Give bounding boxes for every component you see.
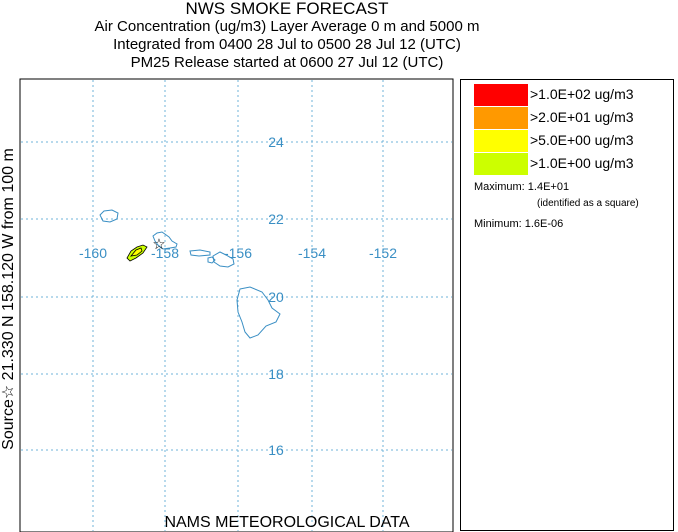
longitude-label: -158 [151,245,179,261]
legend-entry: >5.0E+00 ug/m3 [474,130,674,152]
legend-entry: >1.0E+02 ug/m3 [474,84,674,106]
forecast-title: NWS SMOKE FORECAST [185,0,389,18]
map-frame [19,78,454,532]
latitude-label: 20 [268,289,284,305]
legend-swatch [474,84,528,106]
latitude-label: 22 [268,211,284,227]
maximum-value: Maximum: 1.4E+01 [474,181,570,193]
release-start: PM25 Release started at 0600 27 Jul 12 (… [130,54,444,71]
smoke-plume [126,244,148,262]
maximum-note: (identified as a square) [537,198,639,209]
island-oahu [152,231,178,250]
legend-swatch [474,130,528,152]
latitude-label: 18 [268,366,284,382]
axis-labels: -160 -158 -156 -154 -152 24 22 20 18 16 [79,134,397,458]
legend-entry: >1.0E+00 ug/m3 [474,153,674,175]
longitude-label: -154 [298,245,326,261]
legend-label: >1.0E+02 ug/m3 [530,86,634,102]
longitude-label: -156 [224,245,252,261]
legend-label: >1.0E+00 ug/m3 [530,155,634,171]
legend-entry: >2.0E+01 ug/m3 [474,107,674,129]
minimum-value: Minimum: 1.6E-06 [474,218,564,230]
island-maui [212,251,235,268]
legend-swatch [474,107,528,129]
legend-swatch [474,153,528,175]
concentration-description: Air Concentration (ug/m3) Layer Average … [94,18,480,35]
map-gridlines [21,80,452,531]
plume-contour-5ug [130,247,143,257]
integration-period: Integrated from 0400 28 Jul to 0500 28 J… [113,36,461,53]
island-kauai [99,209,119,223]
star-icon: ☆ [152,235,165,253]
coastlines [99,209,281,339]
legend-label: >2.0E+01 ug/m3 [530,109,634,125]
latitude-label: 24 [268,134,284,150]
longitude-label: -152 [369,245,397,261]
latitude-label: 16 [268,442,284,458]
data-source-footer: NAMS METEOROLOGICAL DATA [164,514,410,531]
island-molokai [189,249,211,257]
island-hawaii [236,286,281,339]
legend-label: >5.0E+00 ug/m3 [530,132,634,148]
concentration-legend: >1.0E+02 ug/m3 >2.0E+01 ug/m3 >5.0E+00 u… [460,79,674,531]
longitude-label: -160 [79,245,107,261]
